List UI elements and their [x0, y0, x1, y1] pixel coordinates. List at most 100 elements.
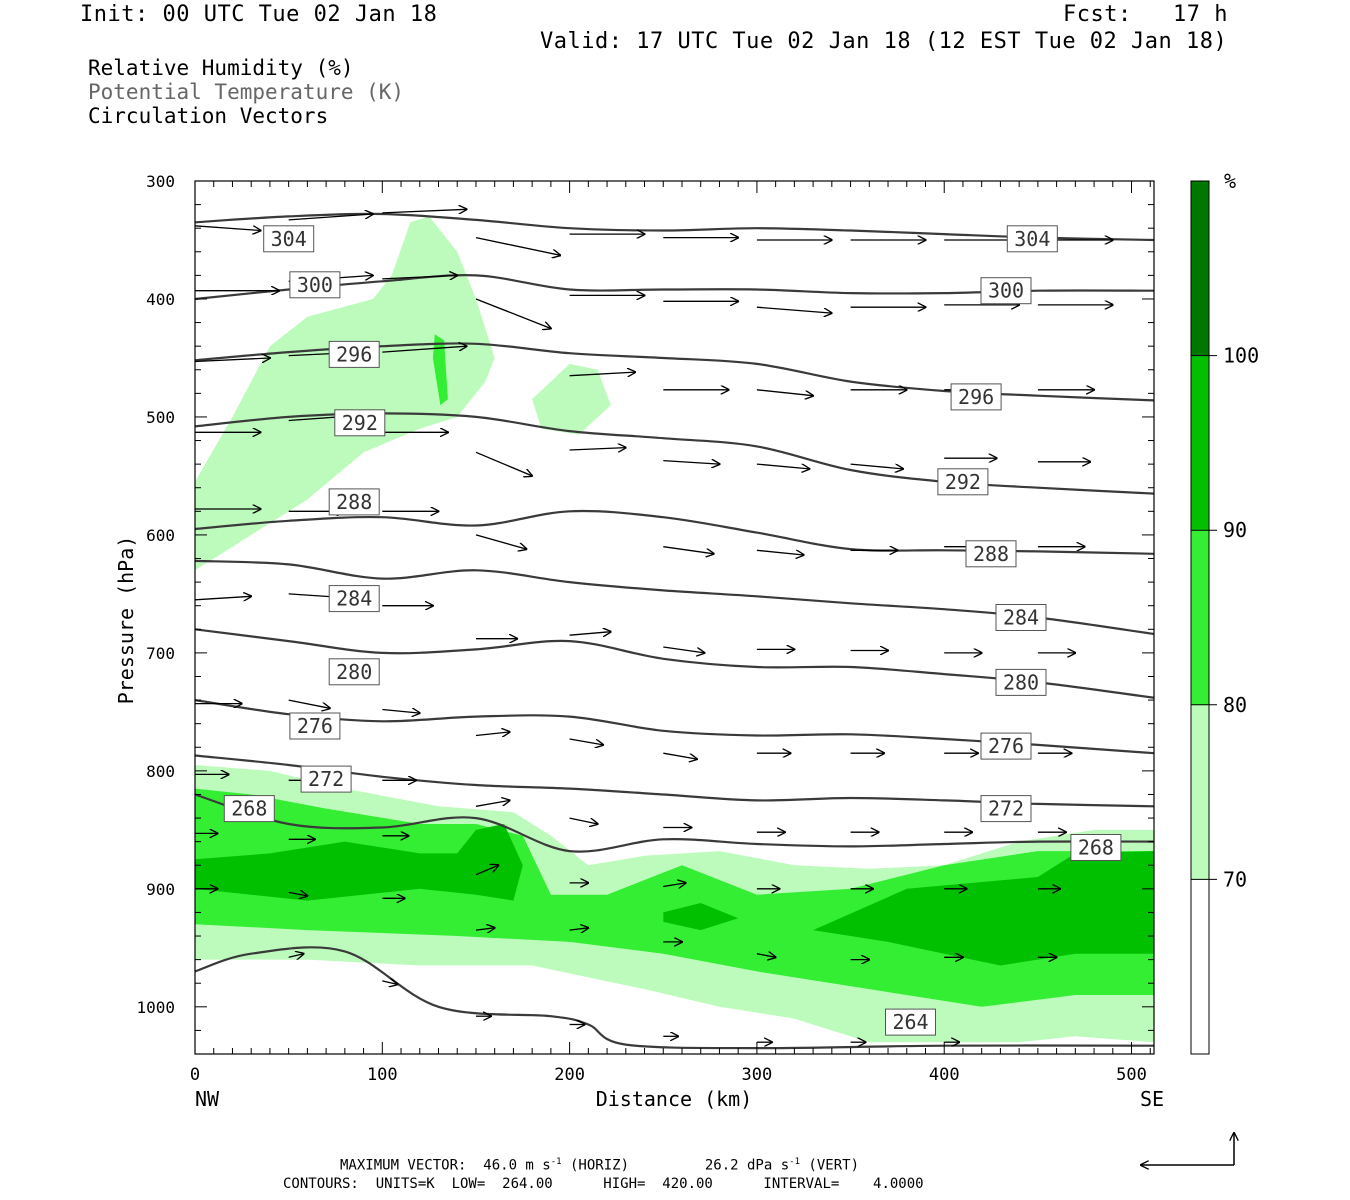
vector-arrow-99	[382, 981, 397, 985]
theta-label-280: 280	[1003, 670, 1039, 694]
theta-label-284: 284	[1003, 606, 1039, 630]
theta-label-276: 276	[988, 734, 1024, 758]
x-tick-label-400: 400	[929, 1065, 960, 1085]
vector-arrow-44	[756, 549, 804, 555]
vector-arrow-52	[569, 632, 611, 636]
y-tick-label-500: 500	[146, 408, 175, 427]
legend-vectors: Circulation Vectors	[88, 104, 329, 128]
y-tick-label-1000: 1000	[136, 998, 175, 1017]
theta-label-box-12	[328, 658, 380, 686]
theta-label-box-20	[885, 1008, 936, 1036]
vector-arrow-32	[475, 451, 532, 476]
vector-arrow-2	[382, 209, 466, 213]
colorbar-tick-label-90: 90	[1223, 518, 1247, 542]
vector-arrow-59	[288, 699, 330, 708]
theta-label-300: 300	[297, 273, 333, 297]
contour-info: CONTOURS: UNITS=K LOW= 264.00 HIGH= 420.…	[283, 1176, 924, 1192]
rh-shading	[195, 216, 1154, 1043]
theta-contour-264	[195, 946, 1154, 1050]
vector-arrow-92	[569, 928, 589, 930]
theta-contour-304	[195, 212, 1154, 242]
vector-arrow-36	[850, 463, 903, 469]
vector-arrow-34	[663, 461, 719, 465]
theta-label-box-10	[328, 585, 380, 613]
vector-arrow-1	[288, 214, 373, 221]
colorbar-tick-label-80: 80	[1223, 693, 1247, 717]
x-axis-title: Distance (km)	[596, 1087, 753, 1111]
theta-label-box-2	[289, 271, 341, 299]
colorbar-segment-0	[1191, 879, 1209, 1054]
theta-label-288: 288	[336, 490, 372, 514]
vector-arrow-48	[195, 596, 251, 600]
sup-2: -1	[789, 1157, 800, 1167]
vector-arrow-94	[756, 954, 776, 958]
theta-label-box-9	[965, 540, 1017, 568]
rh-region-90-5	[195, 824, 523, 901]
vector-arrow-25	[756, 389, 813, 396]
y-tick-label-800: 800	[146, 762, 175, 781]
colorbar-frame	[1190, 180, 1210, 1055]
theta-label-296: 296	[336, 342, 372, 366]
theta-label-288: 288	[973, 542, 1009, 566]
vector-arrow-72	[569, 817, 598, 824]
theta-label-268: 268	[1078, 836, 1114, 860]
vector-arrow-22	[382, 346, 466, 353]
reference-vector	[1141, 1133, 1234, 1165]
theta-label-292: 292	[945, 470, 981, 494]
legend-rh: Relative Humidity (%)	[88, 56, 354, 80]
theta-label-box-4	[328, 340, 380, 368]
theta-label-264: 264	[892, 1010, 928, 1034]
vector-arrow-42	[475, 534, 527, 549]
theta-label-276: 276	[297, 714, 333, 738]
theta-label-box-5	[950, 383, 1002, 411]
theta-label-304: 304	[1014, 227, 1050, 251]
theta-label-box-0	[263, 225, 315, 253]
vector-arrow-60	[382, 710, 420, 714]
theta-label-box-19	[1070, 834, 1122, 861]
colorbar-segment-2	[1191, 530, 1209, 705]
theta-contour-300	[195, 274, 1154, 301]
colorbar-tick-label-70: 70	[1223, 867, 1247, 891]
theta-label-box-7	[937, 468, 989, 496]
theta-label-box-14	[289, 712, 341, 740]
vector-arrow-23	[569, 372, 636, 376]
max-vector-note: MAXIMUM VECTOR: 46.0 m s-1 (HORIZ) 26.2 …	[340, 1157, 859, 1174]
theta-label-box-17	[980, 795, 1032, 823]
theta-contour-276	[195, 699, 1154, 755]
vector-arrow-53	[663, 646, 704, 653]
vector-arrow-3	[475, 236, 560, 256]
theta-label-box-16	[300, 765, 352, 793]
x-end-right-label: SE	[1140, 1087, 1164, 1111]
y-tick-label-400: 400	[146, 290, 175, 309]
vector-arrow-12	[382, 275, 457, 279]
theta-label-box-11	[995, 604, 1047, 631]
y-tick-label-900: 900	[146, 880, 175, 899]
vector-arrow-81	[475, 865, 498, 876]
theta-label-296: 296	[958, 385, 994, 409]
y-tick-label-300: 300	[146, 172, 175, 191]
circulation-vectors	[195, 209, 1113, 1042]
theta-contour-284	[195, 559, 1154, 636]
x-tick-label-100: 100	[367, 1065, 398, 1085]
theta-labels: 304 304 300 300 296 296 292 292 288 288 284 284 280 2…	[223, 225, 1122, 1036]
valid-time: Valid: 17 UTC Tue 02 Jan 18 (12 EST Tue …	[540, 29, 1228, 54]
vector-arrow-83	[663, 883, 685, 887]
vector-arrow-91	[475, 928, 495, 930]
rh-region-90-7	[813, 851, 1154, 966]
rh-region-80-3	[195, 788, 1154, 1007]
theta-label-box-8	[328, 488, 380, 516]
theta-label-268: 268	[231, 797, 267, 821]
x-tick-label-0: 0	[190, 1065, 200, 1085]
rh-region-90-6	[663, 903, 739, 931]
y-axis-title: Pressure (hPa)	[114, 536, 138, 705]
rh-region-70-1	[532, 363, 611, 435]
theta-label-304: 304	[271, 227, 307, 251]
sup-1: -1	[550, 1157, 562, 1167]
colorbar-tick-label-100: 100	[1223, 344, 1259, 368]
axes: 300 400 500 600 700 800 900 1000 0 100 200 300 400 50…	[136, 172, 1154, 1085]
colorbar: 70 80 90 100	[1190, 180, 1259, 1055]
theta-label-292: 292	[342, 411, 378, 435]
vector-arrow-0	[195, 225, 261, 231]
vector-arrow-16	[756, 306, 832, 313]
